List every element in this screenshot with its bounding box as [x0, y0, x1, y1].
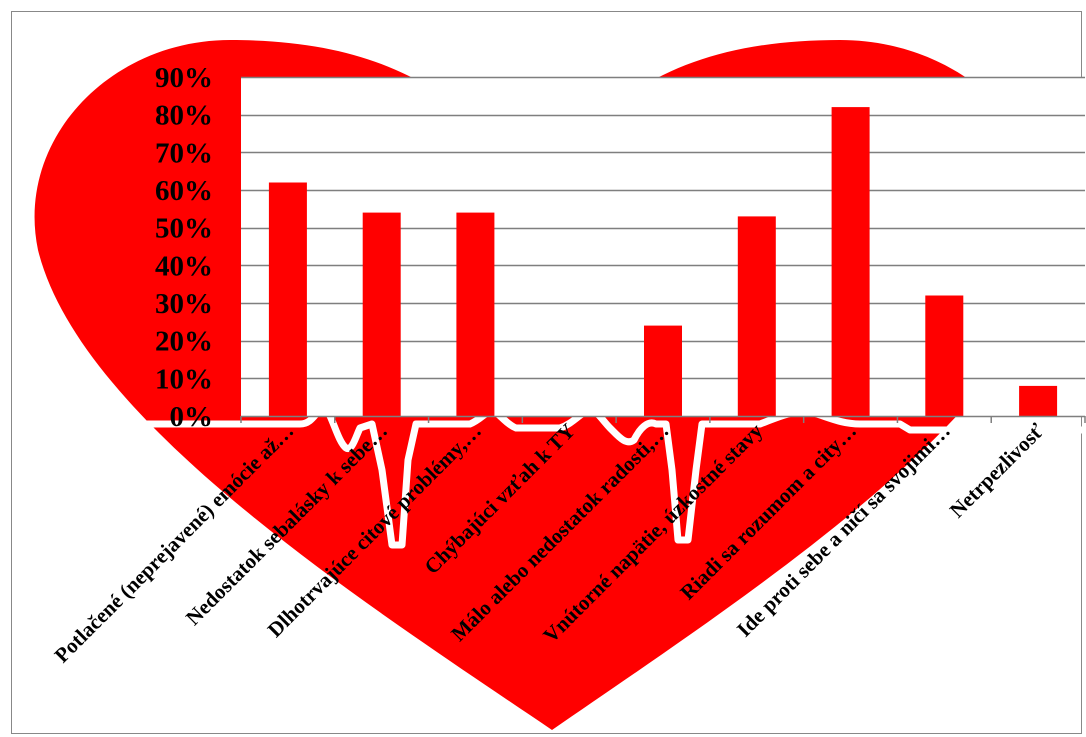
- bar-series: [268, 107, 1058, 416]
- y-tick-label: 40%: [155, 250, 213, 282]
- bar: [831, 107, 870, 416]
- ecg-line: [26, 404, 1086, 549]
- y-tick-label: 70%: [155, 137, 213, 169]
- bar: [644, 325, 682, 416]
- y-tick-label: 30%: [155, 288, 213, 320]
- y-tick-label: 20%: [155, 326, 213, 358]
- bar: [737, 216, 776, 416]
- bar: [268, 182, 307, 416]
- y-tick-label: 80%: [155, 100, 213, 132]
- y-axis-tick-labels: 0% 10% 20% 30% 40% 50% 60% 70% 80% 90%: [155, 62, 213, 433]
- y-tick-label: 90%: [155, 62, 213, 94]
- y-tick-label: 0%: [170, 401, 214, 433]
- bar: [362, 212, 401, 416]
- bar: [925, 295, 964, 416]
- ecg-heartbeat-line: [26, 404, 1086, 549]
- y-tick-label: 10%: [155, 363, 213, 395]
- x-axis: [240, 415, 1086, 423]
- y-tick-label: 50%: [155, 213, 213, 245]
- bar: [1019, 385, 1058, 416]
- bar: [456, 212, 495, 416]
- y-tick-label: 60%: [155, 175, 213, 207]
